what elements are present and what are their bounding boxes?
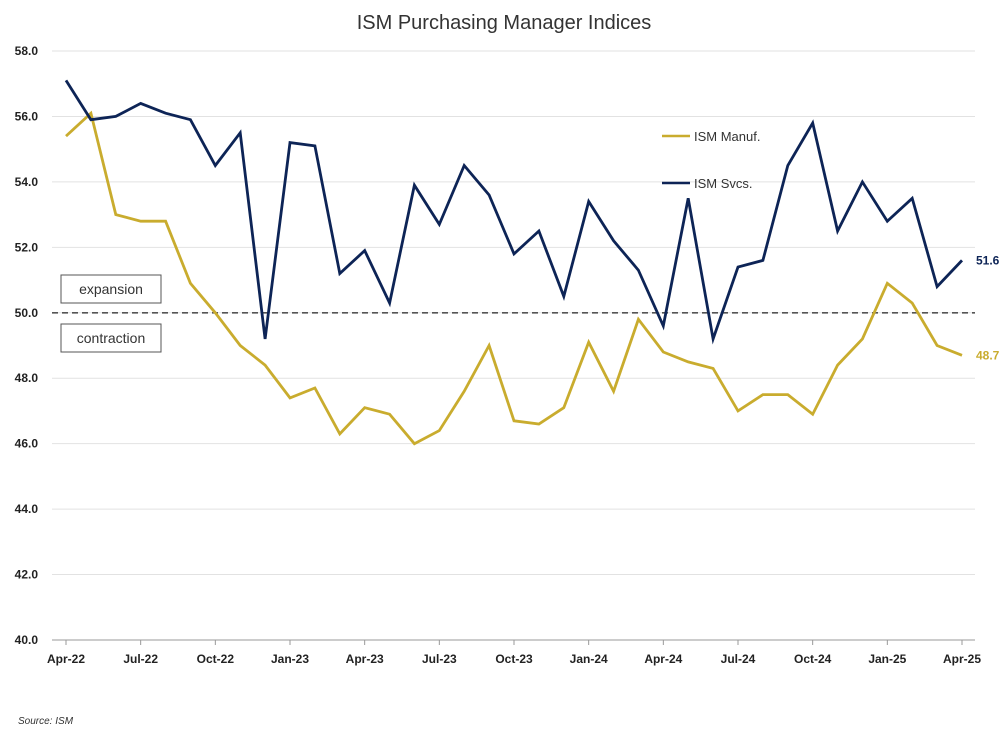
series-lines — [64, 79, 964, 446]
svcs-line — [64, 79, 964, 345]
x-tick-label: Oct-24 — [794, 652, 832, 666]
x-tick-label: Oct-23 — [495, 652, 533, 666]
expansion-box — [60, 274, 162, 304]
y-tick-label: 42.0 — [15, 568, 39, 582]
x-tick-label: Oct-22 — [197, 652, 235, 666]
y-tick-label: 54.0 — [15, 175, 39, 189]
y-tick-label: 40.0 — [15, 633, 39, 647]
contraction-box — [60, 323, 162, 353]
x-tick-label: Jul-22 — [123, 652, 158, 666]
y-tick-label: 46.0 — [15, 437, 39, 451]
y-tick-label: 52.0 — [15, 240, 39, 254]
y-tick-label: 44.0 — [15, 502, 39, 516]
end-label-manuf: 48.7 — [976, 348, 1000, 362]
manuf-line — [65, 110, 963, 446]
x-tick-label: Apr-22 — [47, 652, 85, 666]
legend-label-svcs: ISM Svcs. — [694, 176, 753, 191]
end-label-svcs: 51.6 — [976, 253, 1000, 267]
x-tick-label: Apr-25 — [943, 652, 981, 666]
x-axis: Apr-22 Jul-22 Oct-22 Jan-23 Apr-23 Jul-23 Oct-… — [47, 639, 981, 666]
y-tick-label: 58.0 — [15, 44, 39, 58]
x-tick-label: Jul-23 — [422, 652, 457, 666]
y-tick-label: 56.0 — [15, 109, 39, 123]
y-tick-label: 50.0 — [15, 306, 39, 320]
x-tick-label: Jul-24 — [721, 652, 756, 666]
x-tick-label: Apr-23 — [346, 652, 384, 666]
x-tick-label: Jan-24 — [570, 652, 608, 666]
source-note: Source: ISM — [18, 716, 74, 727]
legend-label-manuf: ISM Manuf. — [694, 129, 760, 144]
legend: ISM Manuf. ISM Svcs. — [662, 129, 760, 191]
x-tick-label: Jan-23 — [271, 652, 309, 666]
x-tick-label: Apr-24 — [644, 652, 682, 666]
expansion-label: expansion — [79, 281, 143, 297]
y-axis: 40.0 42.0 44.0 46.0 48.0 50.0 52.0 54.0 56.0 58.0 — [15, 44, 39, 647]
chart-title: ISM Purchasing Manager Indices — [357, 12, 652, 34]
contraction-label: contraction — [77, 330, 145, 346]
y-tick-label: 48.0 — [15, 371, 39, 385]
x-tick-label: Jan-25 — [868, 652, 906, 666]
